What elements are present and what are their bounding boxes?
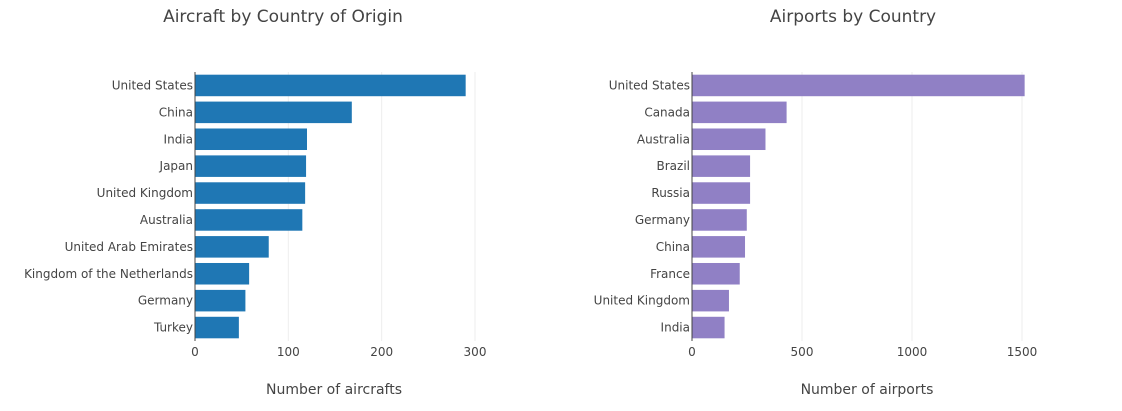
- airports-category-label-france: France: [650, 267, 690, 281]
- aircraft-bar-kingdom-of-the-netherlands: [195, 262, 250, 285]
- airports-bar-canada: [692, 101, 787, 124]
- aircraft-bar-japan: [195, 155, 307, 177]
- chart-title-airports: Airports by Country: [770, 7, 936, 27]
- aircraft-category-label-japan: Japan: [159, 159, 193, 173]
- airports-category-label-australia: Australia: [637, 132, 690, 146]
- chart-title-aircraft: Aircraft by Country of Origin: [163, 7, 403, 27]
- aircraft-bar-united-states: [195, 74, 466, 97]
- aircraft-category-label-turkey: Turkey: [153, 321, 193, 335]
- aircraft-category-label-germany: Germany: [138, 294, 193, 308]
- airports-x-tick-0: 0: [688, 345, 696, 359]
- airports-bar-russia: [692, 182, 751, 204]
- aircraft-x-tick-0: 0: [191, 345, 199, 359]
- aircraft-plot: 0 100 200 300 United States China India Japan Un…: [24, 72, 486, 359]
- aircraft-category-label-india: India: [164, 132, 193, 146]
- aircraft-x-tick-200: 200: [370, 345, 393, 359]
- airports-bar-united-states: [692, 74, 1025, 97]
- airports-bar-india: [692, 316, 725, 339]
- aircraft-bar-united-arab-emirates: [195, 236, 269, 258]
- airports-category-label-canada: Canada: [644, 105, 690, 119]
- airports-x-tick-1500: 1500: [1007, 345, 1038, 359]
- aircraft-bar-india: [195, 128, 307, 151]
- aircraft-bar-australia: [195, 209, 303, 231]
- airports-category-label-united-kingdom: United Kingdom: [594, 294, 690, 308]
- airports-category-label-china: China: [656, 240, 690, 254]
- aircraft-category-label-united-states: United States: [112, 78, 193, 92]
- x-axis-label-aircraft: Number of aircrafts: [266, 382, 402, 398]
- aircraft-category-label-china: China: [159, 105, 193, 119]
- aircraft-bar-united-kingdom: [195, 182, 306, 204]
- airports-bar-australia: [692, 128, 766, 151]
- aircraft-x-tick-300: 300: [464, 345, 487, 359]
- aircraft-bar-germany: [195, 289, 246, 312]
- aircraft-bar-turkey: [195, 316, 239, 339]
- airports-category-label-india: India: [661, 321, 690, 335]
- aircraft-category-label-united-arab-emirates: United Arab Emirates: [65, 240, 193, 254]
- airports-bar-china: [692, 236, 746, 258]
- airports-bar-brazil: [692, 155, 751, 177]
- airports-bar-united-kingdom: [692, 289, 729, 312]
- aircraft-x-tick-100: 100: [277, 345, 300, 359]
- x-axis-label-airports: Number of airports: [801, 382, 934, 398]
- airports-category-label-russia: Russia: [651, 186, 690, 200]
- airports-x-tick-500: 500: [791, 345, 814, 359]
- airports-category-label-germany: Germany: [635, 213, 690, 227]
- aircraft-category-label-kingdom-of-the-netherlands: Kingdom of the Netherlands: [24, 267, 193, 281]
- airports-plot: 0 500 1000 1500 United States Canada Australia…: [594, 72, 1038, 359]
- airports-x-tick-1000: 1000: [897, 345, 928, 359]
- airports-category-label-brazil: Brazil: [657, 159, 691, 173]
- airports-bar-france: [692, 262, 740, 285]
- airports-category-label-united-states: United States: [609, 78, 690, 92]
- aircraft-category-label-australia: Australia: [140, 213, 193, 227]
- airports-bar-germany: [692, 209, 747, 231]
- aircraft-bar-china: [195, 101, 352, 124]
- aircraft-category-label-united-kingdom: United Kingdom: [97, 186, 193, 200]
